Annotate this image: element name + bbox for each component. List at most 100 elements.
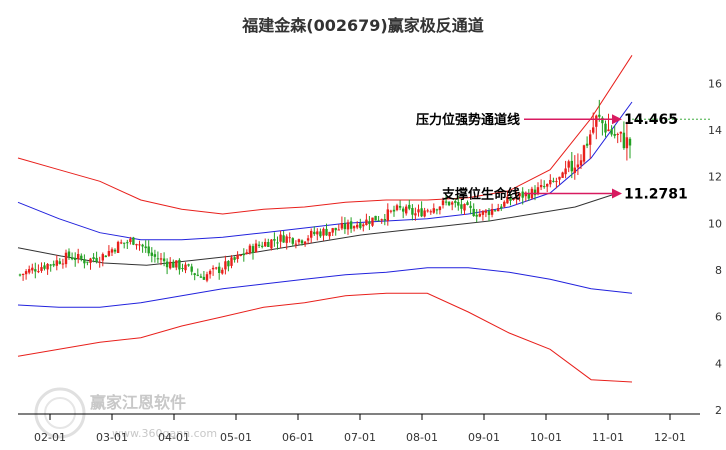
candle-body xyxy=(55,260,58,266)
candle xyxy=(129,236,132,245)
candle xyxy=(429,209,432,215)
candle-body xyxy=(371,217,374,226)
candle-body xyxy=(86,261,89,263)
candle xyxy=(478,209,481,218)
candle xyxy=(395,203,399,212)
candle xyxy=(141,243,144,253)
candle xyxy=(193,272,196,281)
candle xyxy=(104,255,107,258)
candle xyxy=(432,203,435,214)
candle-body xyxy=(64,252,68,265)
candle xyxy=(371,217,374,227)
y-tick-label: 6 xyxy=(715,311,722,324)
candle xyxy=(190,263,193,276)
candle-body xyxy=(40,267,43,271)
candle xyxy=(380,218,383,224)
candle-body xyxy=(604,123,607,133)
candle xyxy=(389,209,393,214)
x-axis-ticks: 02-01 03-01 04-01 05-01 06-01 07-01 08-01 09-01… xyxy=(34,414,686,444)
candle xyxy=(319,228,322,238)
candle xyxy=(447,201,451,207)
candle xyxy=(285,234,288,250)
candle xyxy=(555,177,558,189)
candle-body xyxy=(423,210,426,217)
candle xyxy=(236,251,239,263)
candle xyxy=(218,262,221,280)
candle xyxy=(552,177,555,183)
annotation-label: 支撑位生命线 xyxy=(441,187,520,203)
candle-body xyxy=(52,263,55,266)
candle-body xyxy=(276,242,279,244)
candle xyxy=(518,192,521,202)
band-line-middle-upper xyxy=(17,101,633,241)
candle xyxy=(438,206,442,215)
candle-body xyxy=(199,276,203,278)
candle xyxy=(533,185,537,201)
candle xyxy=(181,263,184,272)
candle-body xyxy=(451,202,454,205)
candle-body xyxy=(356,224,359,228)
candle-body xyxy=(162,258,166,262)
candle-body xyxy=(205,274,209,281)
candle xyxy=(423,207,426,218)
candle xyxy=(221,267,224,275)
candle-body xyxy=(386,209,389,221)
candle-body xyxy=(389,210,393,212)
candle-body xyxy=(515,197,518,200)
candle-body xyxy=(546,184,549,187)
candle xyxy=(230,255,233,269)
candle xyxy=(466,200,469,206)
candle-body xyxy=(539,185,543,188)
candle-body xyxy=(279,234,282,242)
candle xyxy=(435,208,439,215)
candle-body xyxy=(138,244,141,246)
candle xyxy=(503,200,506,208)
candle xyxy=(242,248,245,262)
candle xyxy=(172,259,175,268)
candle xyxy=(34,262,37,279)
candle xyxy=(291,237,294,246)
candle-body xyxy=(107,251,111,256)
candle-body xyxy=(490,209,494,215)
candle-body xyxy=(343,223,347,230)
candle xyxy=(138,240,141,251)
candle xyxy=(92,253,95,263)
candle-body xyxy=(233,257,236,260)
candle-body xyxy=(257,244,261,246)
candle xyxy=(527,189,530,201)
candle xyxy=(89,257,92,270)
candle xyxy=(251,243,255,260)
candle xyxy=(622,121,626,150)
candle-body xyxy=(34,269,37,272)
candle-body xyxy=(230,257,233,266)
candle xyxy=(625,121,629,161)
candle xyxy=(306,235,310,245)
candle xyxy=(276,236,279,250)
candle-body xyxy=(43,265,46,269)
candle-body xyxy=(261,245,264,247)
candle-body xyxy=(558,176,561,180)
axes: 2 4 6 8 10 12 14 16 02-01 03-01 04-01 05-01 06-01 07… xyxy=(18,77,722,444)
candle xyxy=(487,208,491,222)
watermark-name: 赢家江恩软件 xyxy=(90,393,186,412)
candle-body xyxy=(331,228,334,233)
x-tick-label: 09-01 xyxy=(468,431,500,444)
candle-body xyxy=(297,239,301,243)
candle xyxy=(208,269,212,279)
candle-body xyxy=(159,258,163,260)
candle-body xyxy=(175,260,178,268)
candle-body xyxy=(441,200,445,206)
x-tick-label: 03-01 xyxy=(96,431,128,444)
candle-body xyxy=(374,215,377,221)
candle xyxy=(386,203,389,226)
candle-body xyxy=(285,236,288,243)
candle-body xyxy=(37,271,40,273)
candle-body xyxy=(310,230,313,238)
x-tick-label: 10-01 xyxy=(530,431,562,444)
candle-body xyxy=(236,254,239,259)
candle xyxy=(331,227,334,236)
candle-body xyxy=(527,193,530,199)
candle-body xyxy=(242,253,245,256)
candle xyxy=(349,217,353,233)
candle-body xyxy=(613,134,616,136)
